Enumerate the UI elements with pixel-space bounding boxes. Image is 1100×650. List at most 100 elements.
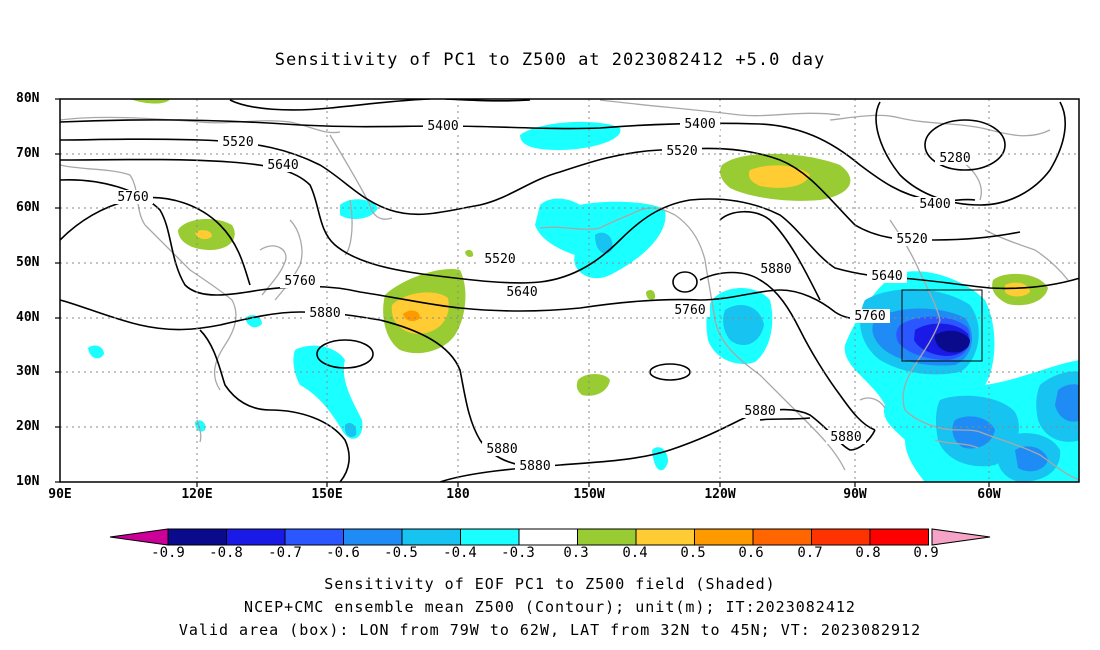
contour-label-bg (915, 197, 955, 211)
colorbar-cell (226, 528, 286, 546)
colorbar-cell (752, 528, 812, 546)
shade-negative (723, 305, 764, 345)
colorbar-label: 0.6 (738, 545, 764, 561)
lat-label: 50N (16, 255, 40, 270)
colorbar-right-arrow (931, 528, 991, 546)
contour-label-bg (423, 119, 463, 133)
contour-label: 5880 (486, 442, 517, 457)
colorbar-cell (811, 528, 871, 546)
colorbar-cell (343, 528, 403, 546)
contour-label-bg (480, 252, 520, 266)
valid-area-box (901, 289, 983, 362)
lon-label: 60W (977, 487, 1001, 502)
colorbar-cell (518, 528, 578, 546)
contour-label: 5400 (919, 197, 950, 212)
lon-label: 150E (311, 487, 343, 502)
contour-label: 5760 (674, 303, 705, 318)
shade-negative (88, 345, 104, 359)
contour-label: 5640 (871, 269, 902, 284)
colorbar-cell (460, 528, 520, 546)
footer-line-2: NCEP+CMC ensemble mean Z500 (Contour); u… (244, 598, 856, 616)
shade-negative (340, 199, 378, 220)
contour-label-bg (756, 262, 796, 276)
contour-label-bg (662, 144, 702, 158)
colorbar-cell (284, 528, 344, 546)
lat-label: 30N (16, 364, 40, 379)
colorbar-cell (401, 528, 461, 546)
contour-label-bg (502, 285, 542, 299)
lat-label: 80N (16, 91, 40, 106)
contour-label-bg (218, 135, 258, 149)
shade-positive (748, 165, 810, 188)
colorbar-label: -0.6 (326, 545, 360, 561)
coastlines (60, 99, 1079, 481)
lon-label: 180 (446, 487, 470, 502)
chart-title: Sensitivity of PC1 to Z500 at 2023082412… (274, 50, 826, 70)
shade-negative (1015, 446, 1048, 472)
contour-label: 5640 (267, 158, 298, 173)
contour-label: 5520 (484, 252, 515, 267)
shade-negative (952, 416, 995, 449)
contour-label: 5880 (760, 262, 791, 277)
colorbar-label: -0.9 (151, 545, 185, 561)
lat-label: 60N (16, 200, 40, 215)
contour-label-bg (280, 274, 320, 288)
contour-label: 5880 (830, 430, 861, 445)
colorbar-label: 0.4 (622, 545, 648, 561)
colorbar-label: -0.4 (443, 545, 477, 561)
colorbar-cells (167, 528, 929, 546)
lon-label: 120E (181, 487, 213, 502)
shade-positive (576, 374, 610, 396)
lon-label: 150W (573, 487, 605, 502)
lat-label: 20N (16, 419, 40, 434)
contour-label-bg (826, 430, 866, 444)
axis-ticks (55, 98, 990, 487)
shade-positive (391, 292, 449, 334)
lon-label: 90W (843, 487, 867, 502)
contour-label-bg (263, 158, 303, 172)
contour-label-bg (680, 117, 720, 131)
colorbar-cell (577, 528, 637, 546)
shade-positive (130, 99, 170, 104)
lat-label: 40N (16, 310, 40, 325)
shade-negative (934, 330, 970, 353)
colorbar-label: 0.7 (797, 545, 823, 561)
contour-label: 5880 (744, 404, 775, 419)
colorbar-label: -0.3 (501, 545, 535, 561)
colorbar-left-arrow (109, 528, 169, 546)
colorbar-label: -0.7 (268, 545, 302, 561)
colorbar-cell (167, 528, 227, 546)
contour-label-bg (670, 303, 710, 317)
contour-label: 5520 (222, 135, 253, 150)
colorbar-cell (694, 528, 754, 546)
contour-label: 5760 (117, 190, 148, 205)
colorbar-cell (869, 528, 929, 546)
contour-label-bg (867, 269, 907, 283)
colorbar-label: 0.8 (855, 545, 881, 561)
contour-label: 5640 (506, 285, 537, 300)
contour-labels: 5280 5400 5400 5400 5520 5520 5520 5520 5640 5640… (113, 117, 975, 474)
colorbar-label: 0.3 (563, 545, 589, 561)
contour-label-bg (850, 309, 890, 323)
contour-label-bg (482, 442, 522, 456)
contour-label: 5400 (427, 119, 458, 134)
lat-label: 10N (16, 474, 40, 489)
map-frame (59, 98, 1080, 483)
lon-label: 120W (704, 487, 736, 502)
contour-label-bg (515, 459, 555, 473)
colorbar-label: -0.8 (209, 545, 243, 561)
contour-label: 5760 (284, 274, 315, 289)
contour-label: 5520 (896, 232, 927, 247)
shade-negative (595, 232, 613, 254)
contour-label-bg (740, 404, 780, 418)
lon-label: 90E (48, 487, 72, 502)
contour-label: 5880 (309, 306, 340, 321)
contour-label: 5280 (939, 151, 970, 166)
contour-label: 5880 (519, 459, 550, 474)
colorbar-label: -0.5 (384, 545, 418, 561)
contour-label: 5520 (666, 144, 697, 159)
colorbar-label: 0.5 (680, 545, 706, 561)
lat-label: 70N (16, 146, 40, 161)
colorbar-cell (635, 528, 695, 546)
